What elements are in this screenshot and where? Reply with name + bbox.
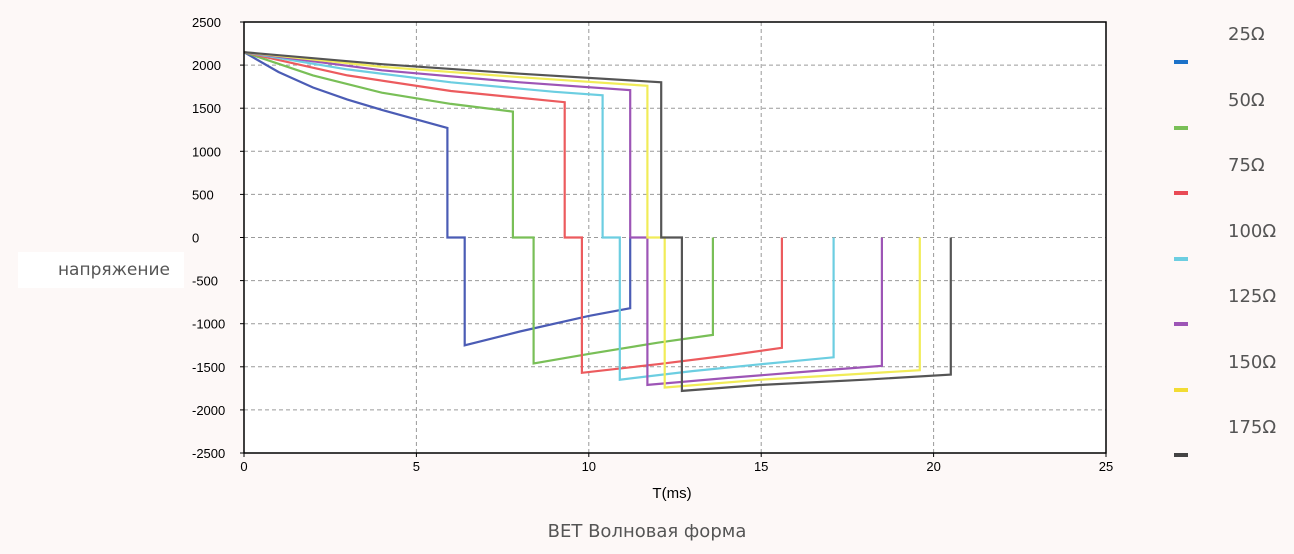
chart-caption: BET Волновая форма	[547, 521, 747, 542]
legend-swatch	[1174, 125, 1188, 130]
x-tick-label: 20	[926, 459, 940, 474]
y-axis-label: напряжение	[18, 252, 184, 288]
y-tick-label: 1500	[192, 101, 221, 116]
legend-item: 100Ω	[1150, 219, 1294, 285]
legend-label: 50Ω	[1228, 89, 1265, 111]
y-tick-label: 2000	[192, 58, 221, 73]
x-tick-label: 15	[754, 459, 768, 474]
legend-swatch	[1174, 387, 1188, 392]
y-tick-label: -2500	[192, 446, 225, 461]
legend-item: 50Ω	[1150, 88, 1294, 154]
x-tick-label: 25	[1099, 459, 1113, 474]
legend-item: 75Ω	[1150, 153, 1294, 219]
x-axis-label: T(ms)	[652, 485, 691, 502]
y-tick-label: -1000	[192, 317, 225, 332]
series-line-100ohm	[243, 51, 835, 381]
legend-swatch	[1174, 191, 1188, 195]
y-tick-label: -1500	[192, 360, 225, 375]
legend-label: 25Ω	[1228, 24, 1265, 45]
y-tick-label: 500	[192, 187, 214, 202]
series-line-25ohm	[243, 51, 632, 347]
series-lines	[243, 51, 952, 393]
legend-item: 175Ω	[1150, 415, 1294, 481]
axis-ticks: 0 5 10 15 20 25 2500 2000 1500 1000 500 0 -500 -1000 -…	[192, 15, 1113, 474]
legend: 25Ω 50Ω 75Ω 100Ω 125Ω 150Ω 175Ω	[1150, 22, 1294, 481]
x-tick-label: 5	[413, 459, 420, 474]
legend-swatch	[1174, 453, 1188, 457]
legend-label: 150Ω	[1228, 351, 1277, 373]
legend-item: 25Ω	[1150, 22, 1294, 88]
legend-item: 150Ω	[1150, 350, 1294, 416]
legend-label: 75Ω	[1228, 155, 1265, 176]
series-line-75ohm	[243, 51, 784, 375]
y-tick-label: 0	[192, 231, 199, 246]
legend-swatch	[1174, 60, 1188, 64]
legend-item: 125Ω	[1150, 284, 1294, 350]
series-line-50ohm	[243, 51, 715, 365]
y-tick-label: -500	[192, 274, 218, 289]
legend-swatch	[1174, 256, 1188, 261]
legend-label: 175Ω	[1228, 417, 1277, 438]
series-line-175ohm	[243, 51, 952, 393]
y-tick-label: 2500	[192, 15, 221, 30]
y-tick-label: 1000	[192, 144, 221, 159]
x-tick-label: 10	[582, 459, 596, 474]
legend-swatch	[1174, 322, 1188, 326]
y-tick-label: -2000	[192, 403, 225, 418]
legend-label: 100Ω	[1228, 220, 1277, 242]
x-tick-label: 0	[240, 459, 247, 474]
legend-label: 125Ω	[1228, 286, 1277, 307]
